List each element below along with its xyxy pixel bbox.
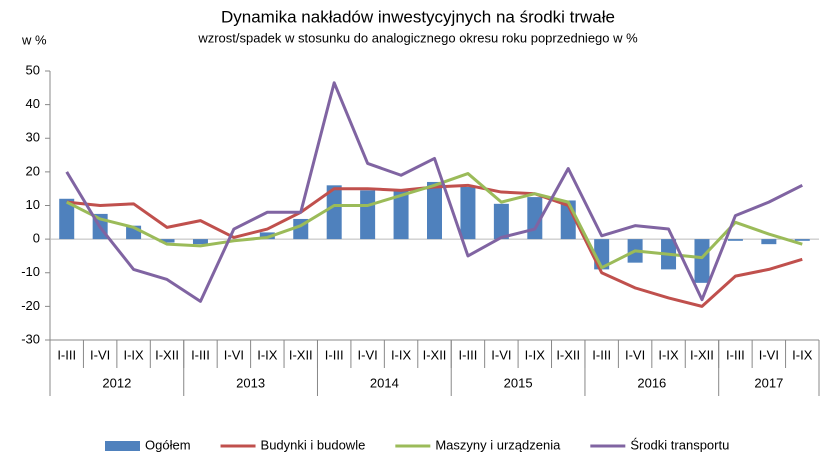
legend-label: Maszyny i urządzenia <box>435 437 561 452</box>
y-tick-label: 10 <box>26 197 40 212</box>
bar <box>192 239 208 245</box>
x-tick-label: I-IX <box>257 347 278 362</box>
x-tick-label: I-IX <box>792 347 813 362</box>
x-tick-label: I-XII <box>423 347 447 362</box>
legend-label: Budynki i budowle <box>261 437 366 452</box>
y-tick-label: 50 <box>26 62 40 77</box>
x-tick-label: I-III <box>726 347 745 362</box>
x-tick-label: I-XII <box>289 347 313 362</box>
bar <box>727 239 743 241</box>
y-tick-label: 0 <box>33 231 40 246</box>
y-tick-label: -10 <box>21 264 40 279</box>
x-tick-label: I-XII <box>556 347 580 362</box>
group-label: 2017 <box>754 375 783 390</box>
x-tick-label: I-VI <box>759 347 779 362</box>
y-tick-label: 40 <box>26 96 40 111</box>
x-tick-label: I-III <box>459 347 478 362</box>
bar <box>159 239 175 243</box>
x-tick-label: I-VI <box>625 347 645 362</box>
legend-swatch <box>105 441 140 451</box>
bar <box>694 239 710 283</box>
x-tick-label: I-VI <box>358 347 378 362</box>
bar <box>259 232 275 240</box>
x-tick-label: I-IX <box>658 347 679 362</box>
bar <box>326 185 342 240</box>
bar <box>794 239 810 241</box>
bar <box>360 190 376 240</box>
legend-label: Środki transportu <box>630 437 729 452</box>
y-tick-label: 20 <box>26 163 40 178</box>
bar <box>393 190 409 240</box>
x-tick-label: I-III <box>57 347 76 362</box>
bar <box>59 198 75 240</box>
bar <box>427 181 442 240</box>
y-tick-label: -30 <box>21 331 40 346</box>
group-label: 2012 <box>102 375 131 390</box>
x-tick-label: I-III <box>592 347 611 362</box>
bar <box>761 239 777 245</box>
x-tick-label: I-VI <box>90 347 110 362</box>
x-tick-label: I-IX <box>391 347 412 362</box>
chart-title: Dynamika nakładów inwestycyjnych na środ… <box>221 7 615 26</box>
x-tick-label: I-VI <box>491 347 511 362</box>
group-label: 2015 <box>504 375 533 390</box>
x-tick-label: I-XII <box>155 347 179 362</box>
x-tick-label: I-III <box>191 347 210 362</box>
bar <box>460 187 476 240</box>
line <box>65 81 803 303</box>
legend-label: Ogółem <box>145 437 191 452</box>
group-label: 2014 <box>370 375 399 390</box>
x-tick-label: I-XII <box>690 347 714 362</box>
group-label: 2016 <box>637 375 666 390</box>
x-tick-label: I-IX <box>525 347 546 362</box>
chart-subtitle: wzrost/spadek w stosunku do analogiczneg… <box>197 30 638 45</box>
bar <box>493 203 509 240</box>
x-tick-label: I-III <box>325 347 344 362</box>
y-axis-label: w % <box>21 32 47 47</box>
line <box>66 183 803 308</box>
y-tick-label: -20 <box>21 298 40 313</box>
x-tick-label: I-IX <box>123 347 144 362</box>
y-tick-label: 30 <box>26 130 40 145</box>
group-label: 2013 <box>236 375 265 390</box>
x-tick-label: I-VI <box>224 347 244 362</box>
